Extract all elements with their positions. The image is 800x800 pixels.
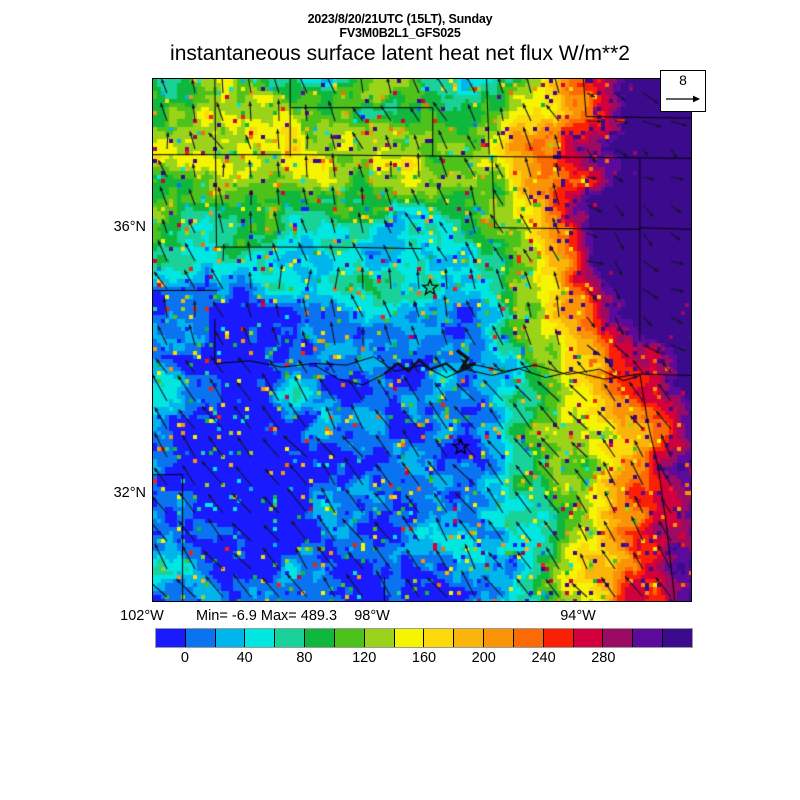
minmax-annotation: Min= -6.9 Max= 489.3	[196, 608, 338, 624]
colorbar-tick-label: 80	[296, 650, 313, 666]
colorbar-cell	[394, 629, 425, 647]
lon-label-102w: 102°W	[120, 608, 164, 624]
colorbar-cell	[663, 629, 692, 647]
lat-label-32n: 32°N	[113, 485, 146, 501]
map-plot-area[interactable]	[152, 78, 692, 602]
colorbar-cell	[543, 629, 574, 647]
colorbar-cell	[603, 629, 634, 647]
colorbar-cell	[513, 629, 544, 647]
colorbar-cell	[275, 629, 306, 647]
title-block: 2023/8/20/21UTC (15LT), Sunday FV3M0B2L1…	[0, 12, 800, 40]
datetime-title: 2023/8/20/21UTC (15LT), Sunday	[307, 12, 493, 26]
lon-label-98w: 98°W	[354, 608, 390, 624]
colorbar-cell	[245, 629, 276, 647]
right-arrow-icon	[666, 95, 700, 103]
colorbar-cell	[484, 629, 514, 647]
colorbar-cell	[156, 629, 186, 647]
map-overlay-layer	[153, 79, 691, 601]
colorbar-cell	[454, 629, 485, 647]
colorbar-tick-label: 240	[531, 650, 556, 666]
model-title: FV3M0B2L1_GFS025	[339, 26, 461, 40]
colorbar-tick-label: 280	[591, 650, 616, 666]
colorbar-tick-label: 160	[411, 650, 437, 666]
lon-label-94w: 94°W	[560, 608, 596, 624]
colorbar-cell	[573, 629, 604, 647]
colorbar-cell	[305, 629, 335, 647]
colorbar-tick-label: 120	[352, 650, 377, 666]
colorbar-cell	[334, 629, 365, 647]
colorbar-cell	[633, 629, 664, 647]
colorbar-tick-label: 200	[471, 650, 496, 666]
colorbar-tick-labels: 0 40 80 120 160 200 240 280	[155, 650, 693, 668]
colorbar-tick-label: 0	[180, 650, 189, 666]
lat-label-36n: 36°N	[113, 219, 146, 235]
colorbar-cell	[364, 629, 395, 647]
colorbar-cell	[424, 629, 455, 647]
colorbar-tick-label: 40	[236, 650, 253, 666]
wind-vector-reference-key: 8	[660, 70, 706, 112]
variable-title: instantaneous surface latent heat net fl…	[170, 42, 630, 65]
colorbar-cell	[215, 629, 246, 647]
colorbar-cell	[185, 629, 216, 647]
colorbar[interactable]	[155, 628, 693, 648]
vector-key-magnitude: 8	[679, 72, 687, 88]
